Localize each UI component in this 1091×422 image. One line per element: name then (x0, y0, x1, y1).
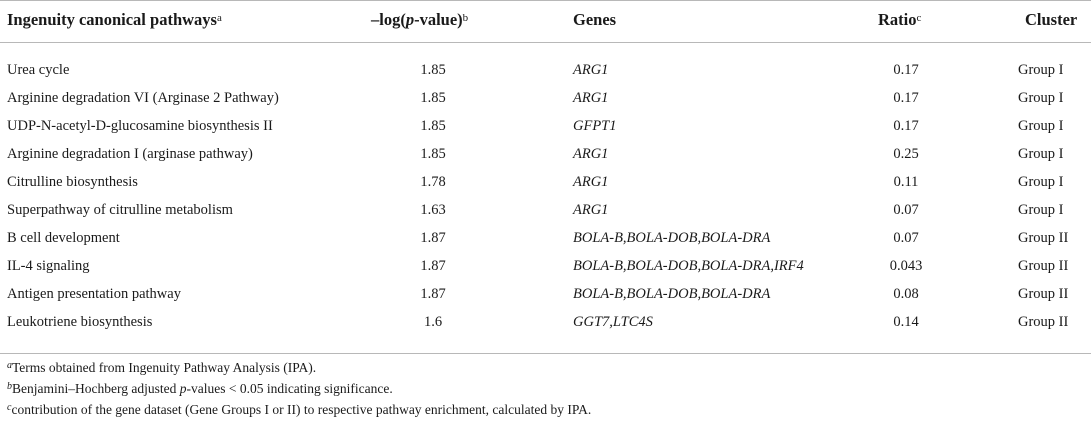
header-genes-label: Genes (573, 10, 617, 29)
cell-ratio: 0.25 (893, 146, 919, 162)
footnote-a: aTerms obtained from Ingenuity Pathway A… (7, 360, 316, 376)
cell-pathway: Urea cycle (7, 62, 70, 78)
cell-genes: BOLA-B,BOLA-DOB,BOLA-DRA (573, 230, 771, 246)
cell-ratio: 0.043 (889, 258, 923, 274)
table-row: IL-4 signaling 1.87 BOLA-B,BOLA-DOB,BOLA… (0, 252, 1091, 280)
footnote-a-marker: a (7, 360, 12, 371)
cell-logp: 1.85 (420, 62, 446, 78)
cell-pathway: Citrulline biosynthesis (7, 174, 138, 190)
header-logp-sup: b (462, 12, 469, 24)
cell-genes: ARG1 (573, 90, 609, 106)
header-logp-prefix: –log( (371, 10, 406, 29)
cell-cluster: Group I (1018, 146, 1064, 162)
header-logp-suffix: -value) (414, 10, 463, 29)
cell-pathway: B cell development (7, 230, 120, 246)
cell-logp: 1.78 (420, 174, 446, 190)
header-pathway: Ingenuity canonical pathways a (7, 0, 222, 40)
cell-cluster: Group II (1018, 230, 1069, 246)
cell-cluster: Group I (1018, 62, 1064, 78)
cell-genes: GGT7,LTC4S (573, 314, 653, 330)
footnote-c-text: contribution of the gene dataset (Gene G… (11, 402, 592, 417)
cell-pathway: UDP-N-acetyl-D-glucosamine biosynthesis … (7, 118, 273, 134)
table-row: Superpathway of citrulline metabolism 1.… (0, 196, 1091, 224)
table-row: B cell development 1.87 BOLA-B,BOLA-DOB,… (0, 224, 1091, 252)
cell-logp: 1.6 (423, 314, 443, 330)
cell-pathway: Superpathway of citrulline metabolism (7, 202, 233, 218)
cell-ratio: 0.14 (893, 314, 919, 330)
cell-ratio: 0.17 (893, 62, 919, 78)
table-row: Leukotriene biosynthesis 1.6 GGT7,LTC4S … (0, 308, 1091, 336)
cell-logp: 1.85 (420, 146, 446, 162)
cell-genes: ARG1 (573, 174, 609, 190)
footnote-c-marker: c (7, 402, 12, 413)
cell-ratio: 0.07 (893, 202, 919, 218)
cell-ratio: 0.11 (893, 174, 919, 190)
cell-logp: 1.87 (420, 286, 446, 302)
cell-ratio: 0.17 (893, 118, 919, 134)
cell-cluster: Group II (1018, 258, 1069, 274)
cell-cluster: Group I (1018, 202, 1064, 218)
cell-genes: ARG1 (573, 62, 609, 78)
header-ratio-label: Ratio (878, 10, 917, 29)
footnote-a-text: Terms obtained from Ingenuity Pathway An… (12, 360, 317, 375)
cell-cluster: Group I (1018, 174, 1064, 190)
cell-cluster: Group II (1018, 286, 1069, 302)
cell-logp: 1.87 (420, 258, 446, 274)
cell-ratio: 0.07 (893, 230, 919, 246)
footnote-b-italic: p (179, 381, 187, 396)
table-row: Arginine degradation VI (Arginase 2 Path… (0, 84, 1091, 112)
table-row: Urea cycle 1.85 ARG1 0.17 Group I (0, 56, 1091, 84)
table-top-rule (0, 0, 1091, 1)
header-pathway-label: Ingenuity canonical pathways (7, 10, 217, 29)
footnote-b-post: -values < 0.05 indicating significance. (186, 381, 393, 396)
cell-genes: GFPT1 (573, 118, 617, 134)
cell-logp: 1.87 (420, 230, 446, 246)
cell-pathway: Arginine degradation VI (Arginase 2 Path… (7, 90, 279, 106)
cell-logp: 1.85 (420, 90, 446, 106)
cell-pathway: Leukotriene biosynthesis (7, 314, 153, 330)
cell-cluster: Group I (1018, 118, 1064, 134)
header-logp-italic: p (405, 10, 415, 29)
table-row: Arginine degradation I (arginase pathway… (0, 140, 1091, 168)
header-ratio-sup: c (916, 12, 922, 24)
cell-pathway: IL-4 signaling (7, 258, 90, 274)
table-row: Citrulline biosynthesis 1.78 ARG1 0.11 G… (0, 168, 1091, 196)
footnote-b: bBenjamini–Hochberg adjusted p-values < … (7, 381, 393, 397)
cell-genes: ARG1 (573, 202, 609, 218)
cell-ratio: 0.17 (893, 90, 919, 106)
table-bottom-rule (0, 353, 1091, 354)
cell-logp: 1.85 (420, 118, 446, 134)
footnote-c: ccontribution of the gene dataset (Gene … (7, 402, 591, 418)
header-pathway-sup: a (216, 12, 222, 24)
table-row: Antigen presentation pathway 1.87 BOLA-B… (0, 280, 1091, 308)
header-logp: –log(p -value) b (371, 0, 468, 40)
cell-ratio: 0.08 (893, 286, 919, 302)
cell-genes: BOLA-B,BOLA-DOB,BOLA-DRA,IRF4 (573, 258, 804, 274)
header-cluster: Cluster (1025, 0, 1077, 40)
footnote-b-pre: Benjamini–Hochberg adjusted (12, 381, 180, 396)
header-ratio: Ratio c (878, 0, 921, 40)
cell-genes: ARG1 (573, 146, 609, 162)
cell-cluster: Group I (1018, 90, 1064, 106)
header-cluster-label: Cluster (1025, 10, 1078, 29)
cell-genes: BOLA-B,BOLA-DOB,BOLA-DRA (573, 286, 771, 302)
table-row: UDP-N-acetyl-D-glucosamine biosynthesis … (0, 112, 1091, 140)
cell-pathway: Antigen presentation pathway (7, 286, 181, 302)
cell-cluster: Group II (1018, 314, 1069, 330)
cell-logp: 1.63 (420, 202, 446, 218)
table-header-rule (0, 42, 1091, 43)
header-genes: Genes (573, 0, 616, 40)
cell-pathway: Arginine degradation I (arginase pathway… (7, 146, 253, 162)
footnote-b-marker: b (7, 381, 12, 392)
